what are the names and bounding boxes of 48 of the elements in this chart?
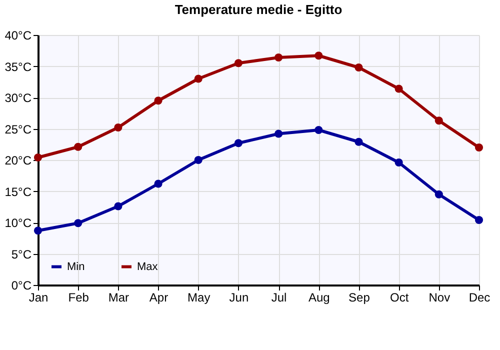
- point: [474, 143, 484, 152]
- y-tick-label: 20°C: [4, 154, 32, 168]
- point: [274, 130, 283, 138]
- x-tick-label: Dec: [468, 290, 490, 304]
- point: [354, 138, 363, 146]
- y-tick-label: 35°C: [4, 60, 32, 74]
- y-tick-label: 10°C: [4, 216, 32, 230]
- y-tick-label: 40°C: [4, 28, 32, 42]
- point: [234, 59, 242, 68]
- y-tick-label: 0°C: [11, 278, 32, 292]
- chart-title: Temperature medie - Egitto: [174, 2, 342, 17]
- point: [394, 84, 403, 93]
- point: [394, 158, 403, 167]
- point: [114, 123, 122, 132]
- point: [154, 96, 162, 105]
- x-tick-label: May: [188, 290, 210, 304]
- point: [194, 156, 202, 164]
- point: [34, 226, 42, 235]
- legend-label: Max: [137, 260, 158, 273]
- point: [74, 219, 82, 228]
- point: [194, 74, 202, 83]
- x-tick-label: Oct: [390, 290, 410, 304]
- point: [434, 116, 443, 125]
- y-tick-label: 5°C: [11, 247, 32, 262]
- legend-label: Min: [67, 260, 85, 273]
- point: [314, 52, 323, 60]
- point: [274, 53, 283, 62]
- x-tick-label: Sep: [348, 290, 370, 304]
- x-tick-label: Jun: [229, 290, 249, 304]
- point: [354, 63, 363, 72]
- point: [434, 190, 443, 198]
- x-tick-label: Mar: [108, 290, 130, 304]
- point: [474, 216, 484, 224]
- x-tick-label: Apr: [149, 290, 168, 304]
- x-tick-label: Jan: [28, 290, 48, 304]
- x-tick-label: Feb: [68, 290, 90, 304]
- y-tick-label: 30°C: [4, 91, 32, 105]
- y-tick-label: 25°C: [4, 122, 32, 136]
- x-tick-label: Aug: [308, 290, 330, 304]
- point: [314, 126, 323, 134]
- point: [154, 180, 162, 188]
- point: [114, 202, 122, 210]
- point: [34, 153, 42, 162]
- point: [74, 142, 82, 151]
- x-tick-label: Jul: [271, 290, 287, 304]
- y-tick-label: 15°C: [4, 184, 32, 199]
- x-tick-label: Nov: [428, 290, 450, 304]
- point: [234, 139, 242, 148]
